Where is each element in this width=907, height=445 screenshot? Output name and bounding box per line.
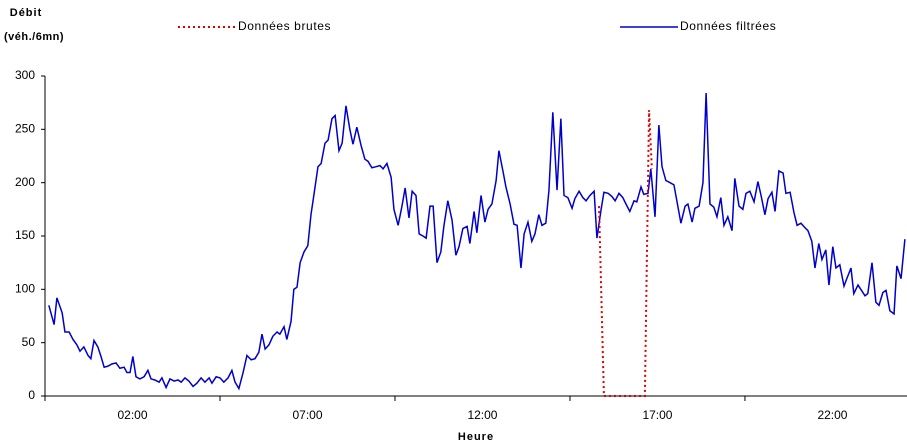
x-tick-label: 22:00: [817, 408, 847, 422]
y-tick-label: 0: [28, 388, 35, 402]
y-tick-label: 300: [15, 68, 35, 82]
legend-label: Données filtrées: [680, 19, 776, 33]
y-axis-label: Débit: [10, 7, 43, 19]
series-line: [48, 93, 906, 391]
legend-label: Données brutes: [238, 19, 331, 33]
y-tick-label: 100: [15, 282, 35, 296]
series-line: [598, 110, 653, 397]
y-tick-label: 250: [15, 122, 35, 136]
y-tick-label: 150: [15, 228, 35, 242]
y-tick-label: 50: [22, 335, 36, 349]
x-tick-label: 02:00: [117, 408, 147, 422]
y-axis-label: (véh./6mn): [4, 31, 64, 43]
x-axis-label: Heure: [458, 431, 494, 443]
y-tick-label: 200: [15, 175, 35, 189]
x-tick-label: 07:00: [292, 408, 322, 422]
x-tick-label: 17:00: [642, 408, 672, 422]
x-tick-label: 12:00: [467, 408, 497, 422]
